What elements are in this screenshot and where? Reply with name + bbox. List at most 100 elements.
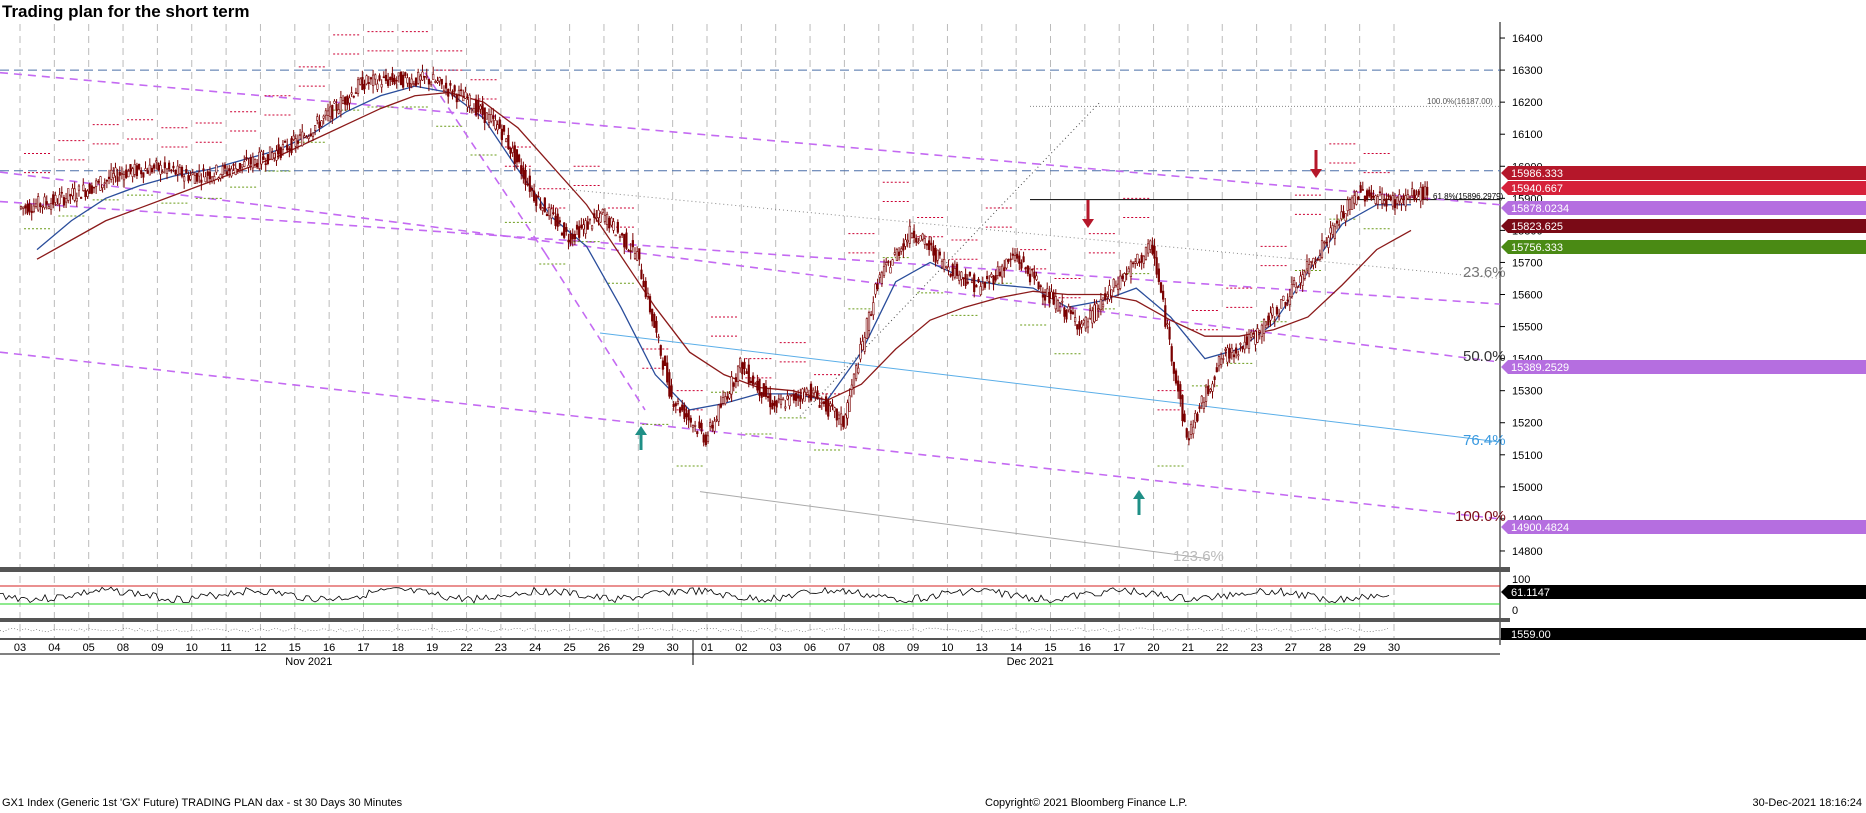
candle-body [736,365,740,382]
candle-body [487,114,491,123]
candle-body [1241,345,1244,350]
candle-body [116,176,119,182]
volume-line [0,627,1389,633]
candle-body [1046,288,1049,297]
candle-body [988,281,991,283]
candle-body [678,407,682,413]
channel-line [0,200,1501,305]
candle-body [374,74,377,80]
candle-body [1357,196,1360,200]
candle-body [831,404,834,407]
candle-body [683,404,686,419]
rsi-tick-label: 0 [1512,605,1518,617]
candle-body [1308,264,1311,275]
candle-body [1127,268,1130,273]
candle-body [165,168,169,174]
candle-body [1153,245,1156,259]
x-tick-label: 10 [941,642,953,654]
candle-body [1080,323,1083,328]
x-tick-label: 23 [495,642,507,654]
candle-body [764,386,768,397]
candle-body [365,75,368,85]
candle-body [1121,275,1124,279]
candle-body [268,146,272,160]
candle-body [92,186,96,189]
rsi-tag [1501,585,1866,599]
candle-body [734,377,738,382]
candle-body [410,78,413,85]
candle-body [994,275,997,281]
candle-body [1365,190,1369,200]
candle-body [153,164,156,169]
candle-body [412,83,415,86]
candle-body [638,248,641,260]
candle-body [915,237,918,243]
candle-body [279,147,282,158]
candle-body [608,217,611,229]
candle-body [1061,300,1064,303]
candle-body [1192,426,1195,435]
candle-body [399,71,403,86]
candle-body [1155,257,1158,275]
candle-body [193,175,196,184]
candle-body [792,394,795,401]
candle-body [155,160,158,163]
fib-23-line [559,188,1501,279]
candle-body [195,173,199,182]
x-tick-label: 06 [804,642,816,654]
candle-body [1224,349,1227,351]
candle-body [640,269,643,280]
candle-body [730,376,733,395]
candle-body [548,207,551,217]
x-tick-label: 20 [1147,642,1159,654]
candle-body [788,394,791,407]
candle-body [1340,211,1343,220]
candle-body [1299,275,1302,283]
candle-body [1273,319,1276,322]
candle-body [550,208,553,219]
candle-body [28,203,31,212]
candle-body [329,106,332,117]
x-tick-label: 03 [14,642,26,654]
candle-body [1426,186,1429,196]
candle-body [719,403,722,408]
candle-body [112,173,115,179]
fib-annotation: 100.0% [1455,508,1506,525]
candle-body [1269,312,1272,321]
candle-body [887,261,890,263]
candle-body [485,112,488,120]
candle-body [110,169,113,180]
candle-body [751,375,755,385]
candle-body [702,434,705,443]
candle-body [251,156,254,169]
candle-body [277,144,280,155]
candle-body [198,171,201,177]
fib-fan-line [799,101,1101,417]
candle-body [350,92,353,95]
candle-body [316,116,319,121]
candle-body [210,176,214,182]
candle-body [333,100,336,104]
candle-body [554,215,557,226]
candle-body [131,168,134,177]
candle-body [955,263,959,276]
candle-body [99,176,102,191]
x-tick-label: 05 [83,642,95,654]
candle-body [1228,348,1231,359]
candle-body [67,188,70,201]
candle-body [1048,292,1051,304]
candle-body [286,144,289,151]
candle-body [324,110,327,116]
candle-body [1183,413,1186,423]
candle-body [973,274,976,293]
candle-body [331,104,334,120]
moving-average-line [36,91,1412,401]
candle-body [414,77,418,86]
candle-body [1033,271,1036,279]
candle-body [1342,210,1345,218]
candle-body [41,205,44,208]
candle-body [337,109,340,114]
candle-body [631,240,634,248]
candle-body [902,243,905,251]
candle-body [1344,213,1347,222]
